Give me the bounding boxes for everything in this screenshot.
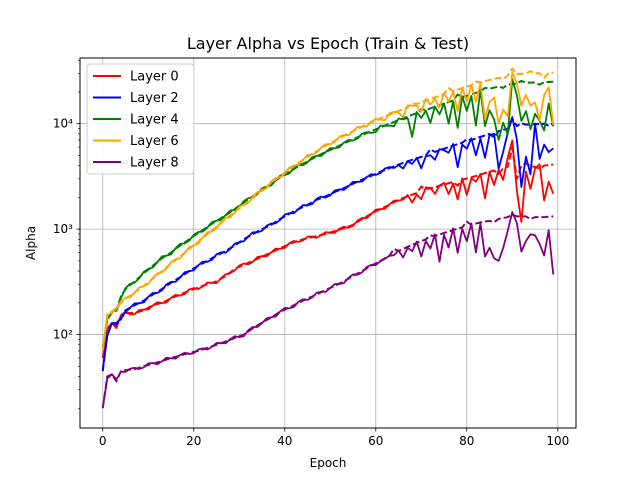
series-lines: [101, 67, 555, 409]
x-tick-label: 100: [546, 434, 569, 448]
y-axis-label: Alpha: [24, 226, 38, 260]
train-line: [101, 71, 555, 350]
chart-title: Layer Alpha vs Epoch (Train & Test): [187, 34, 469, 53]
y-tick-label: 10⁴: [53, 117, 73, 131]
legend-label: Layer 4: [130, 113, 179, 128]
train-line: [101, 77, 555, 350]
x-tick-label: 40: [277, 434, 292, 448]
legend: Layer 0 Layer 2 Layer 4 Layer 6 Layer 8: [86, 63, 195, 175]
plot-frame: [79, 57, 577, 429]
series-layer-2: [101, 116, 554, 372]
series-layer-8: [101, 211, 555, 409]
x-tick-label: 80: [459, 434, 474, 448]
legend-label: Layer 8: [130, 156, 179, 171]
train-line: [101, 211, 555, 409]
train-line: [101, 139, 555, 359]
axis-ticks: 0 20 40 60 80 100 10² 10³ 10⁴: [53, 59, 569, 448]
y-tick-label: 10²: [53, 328, 73, 342]
legend-label: Layer 6: [130, 134, 179, 149]
legend-label: Layer 2: [130, 91, 179, 106]
series-layer-0: [101, 139, 555, 359]
y-tick-label: 10³: [53, 222, 73, 236]
series-layer-6: [101, 67, 555, 352]
legend-label: Layer 0: [130, 70, 179, 85]
legend-box: [86, 63, 195, 175]
x-axis-label: Epoch: [310, 456, 347, 470]
x-tick-label: 20: [186, 434, 201, 448]
x-tick-label: 0: [99, 434, 107, 448]
x-tick-label: 60: [368, 434, 383, 448]
train-line: [101, 116, 554, 370]
